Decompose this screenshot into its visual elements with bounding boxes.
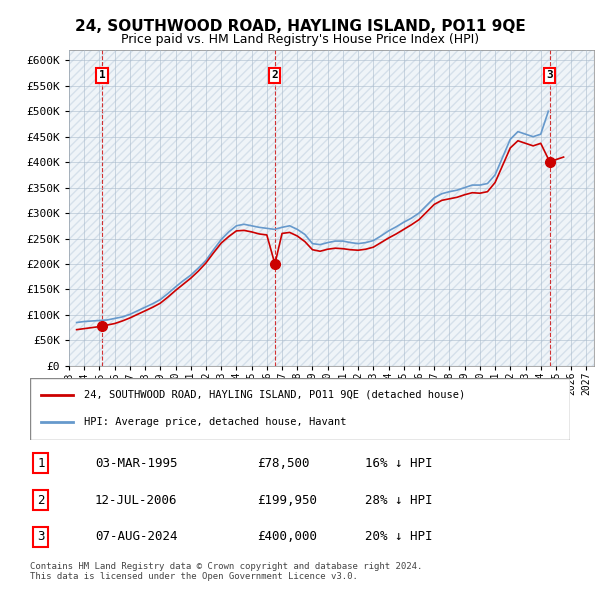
Text: Price paid vs. HM Land Registry's House Price Index (HPI): Price paid vs. HM Land Registry's House … bbox=[121, 33, 479, 46]
Text: £78,500: £78,500 bbox=[257, 457, 310, 470]
Text: HPI: Average price, detached house, Havant: HPI: Average price, detached house, Hava… bbox=[84, 417, 347, 427]
Text: 16% ↓ HPI: 16% ↓ HPI bbox=[365, 457, 432, 470]
Text: 1: 1 bbox=[37, 457, 44, 470]
Text: 24, SOUTHWOOD ROAD, HAYLING ISLAND, PO11 9QE: 24, SOUTHWOOD ROAD, HAYLING ISLAND, PO11… bbox=[74, 19, 526, 34]
Text: 2: 2 bbox=[272, 70, 278, 80]
Text: 07-AUG-2024: 07-AUG-2024 bbox=[95, 530, 178, 543]
Text: 12-JUL-2006: 12-JUL-2006 bbox=[95, 493, 178, 507]
Text: 1: 1 bbox=[98, 70, 106, 80]
Text: 3: 3 bbox=[37, 530, 44, 543]
Text: 2: 2 bbox=[37, 493, 44, 507]
Text: 24, SOUTHWOOD ROAD, HAYLING ISLAND, PO11 9QE (detached house): 24, SOUTHWOOD ROAD, HAYLING ISLAND, PO11… bbox=[84, 390, 465, 400]
Text: Contains HM Land Registry data © Crown copyright and database right 2024.
This d: Contains HM Land Registry data © Crown c… bbox=[30, 562, 422, 581]
Text: 03-MAR-1995: 03-MAR-1995 bbox=[95, 457, 178, 470]
Text: 3: 3 bbox=[547, 70, 553, 80]
FancyBboxPatch shape bbox=[30, 378, 570, 440]
Text: £199,950: £199,950 bbox=[257, 493, 317, 507]
Text: 28% ↓ HPI: 28% ↓ HPI bbox=[365, 493, 432, 507]
Text: £400,000: £400,000 bbox=[257, 530, 317, 543]
Text: 20% ↓ HPI: 20% ↓ HPI bbox=[365, 530, 432, 543]
